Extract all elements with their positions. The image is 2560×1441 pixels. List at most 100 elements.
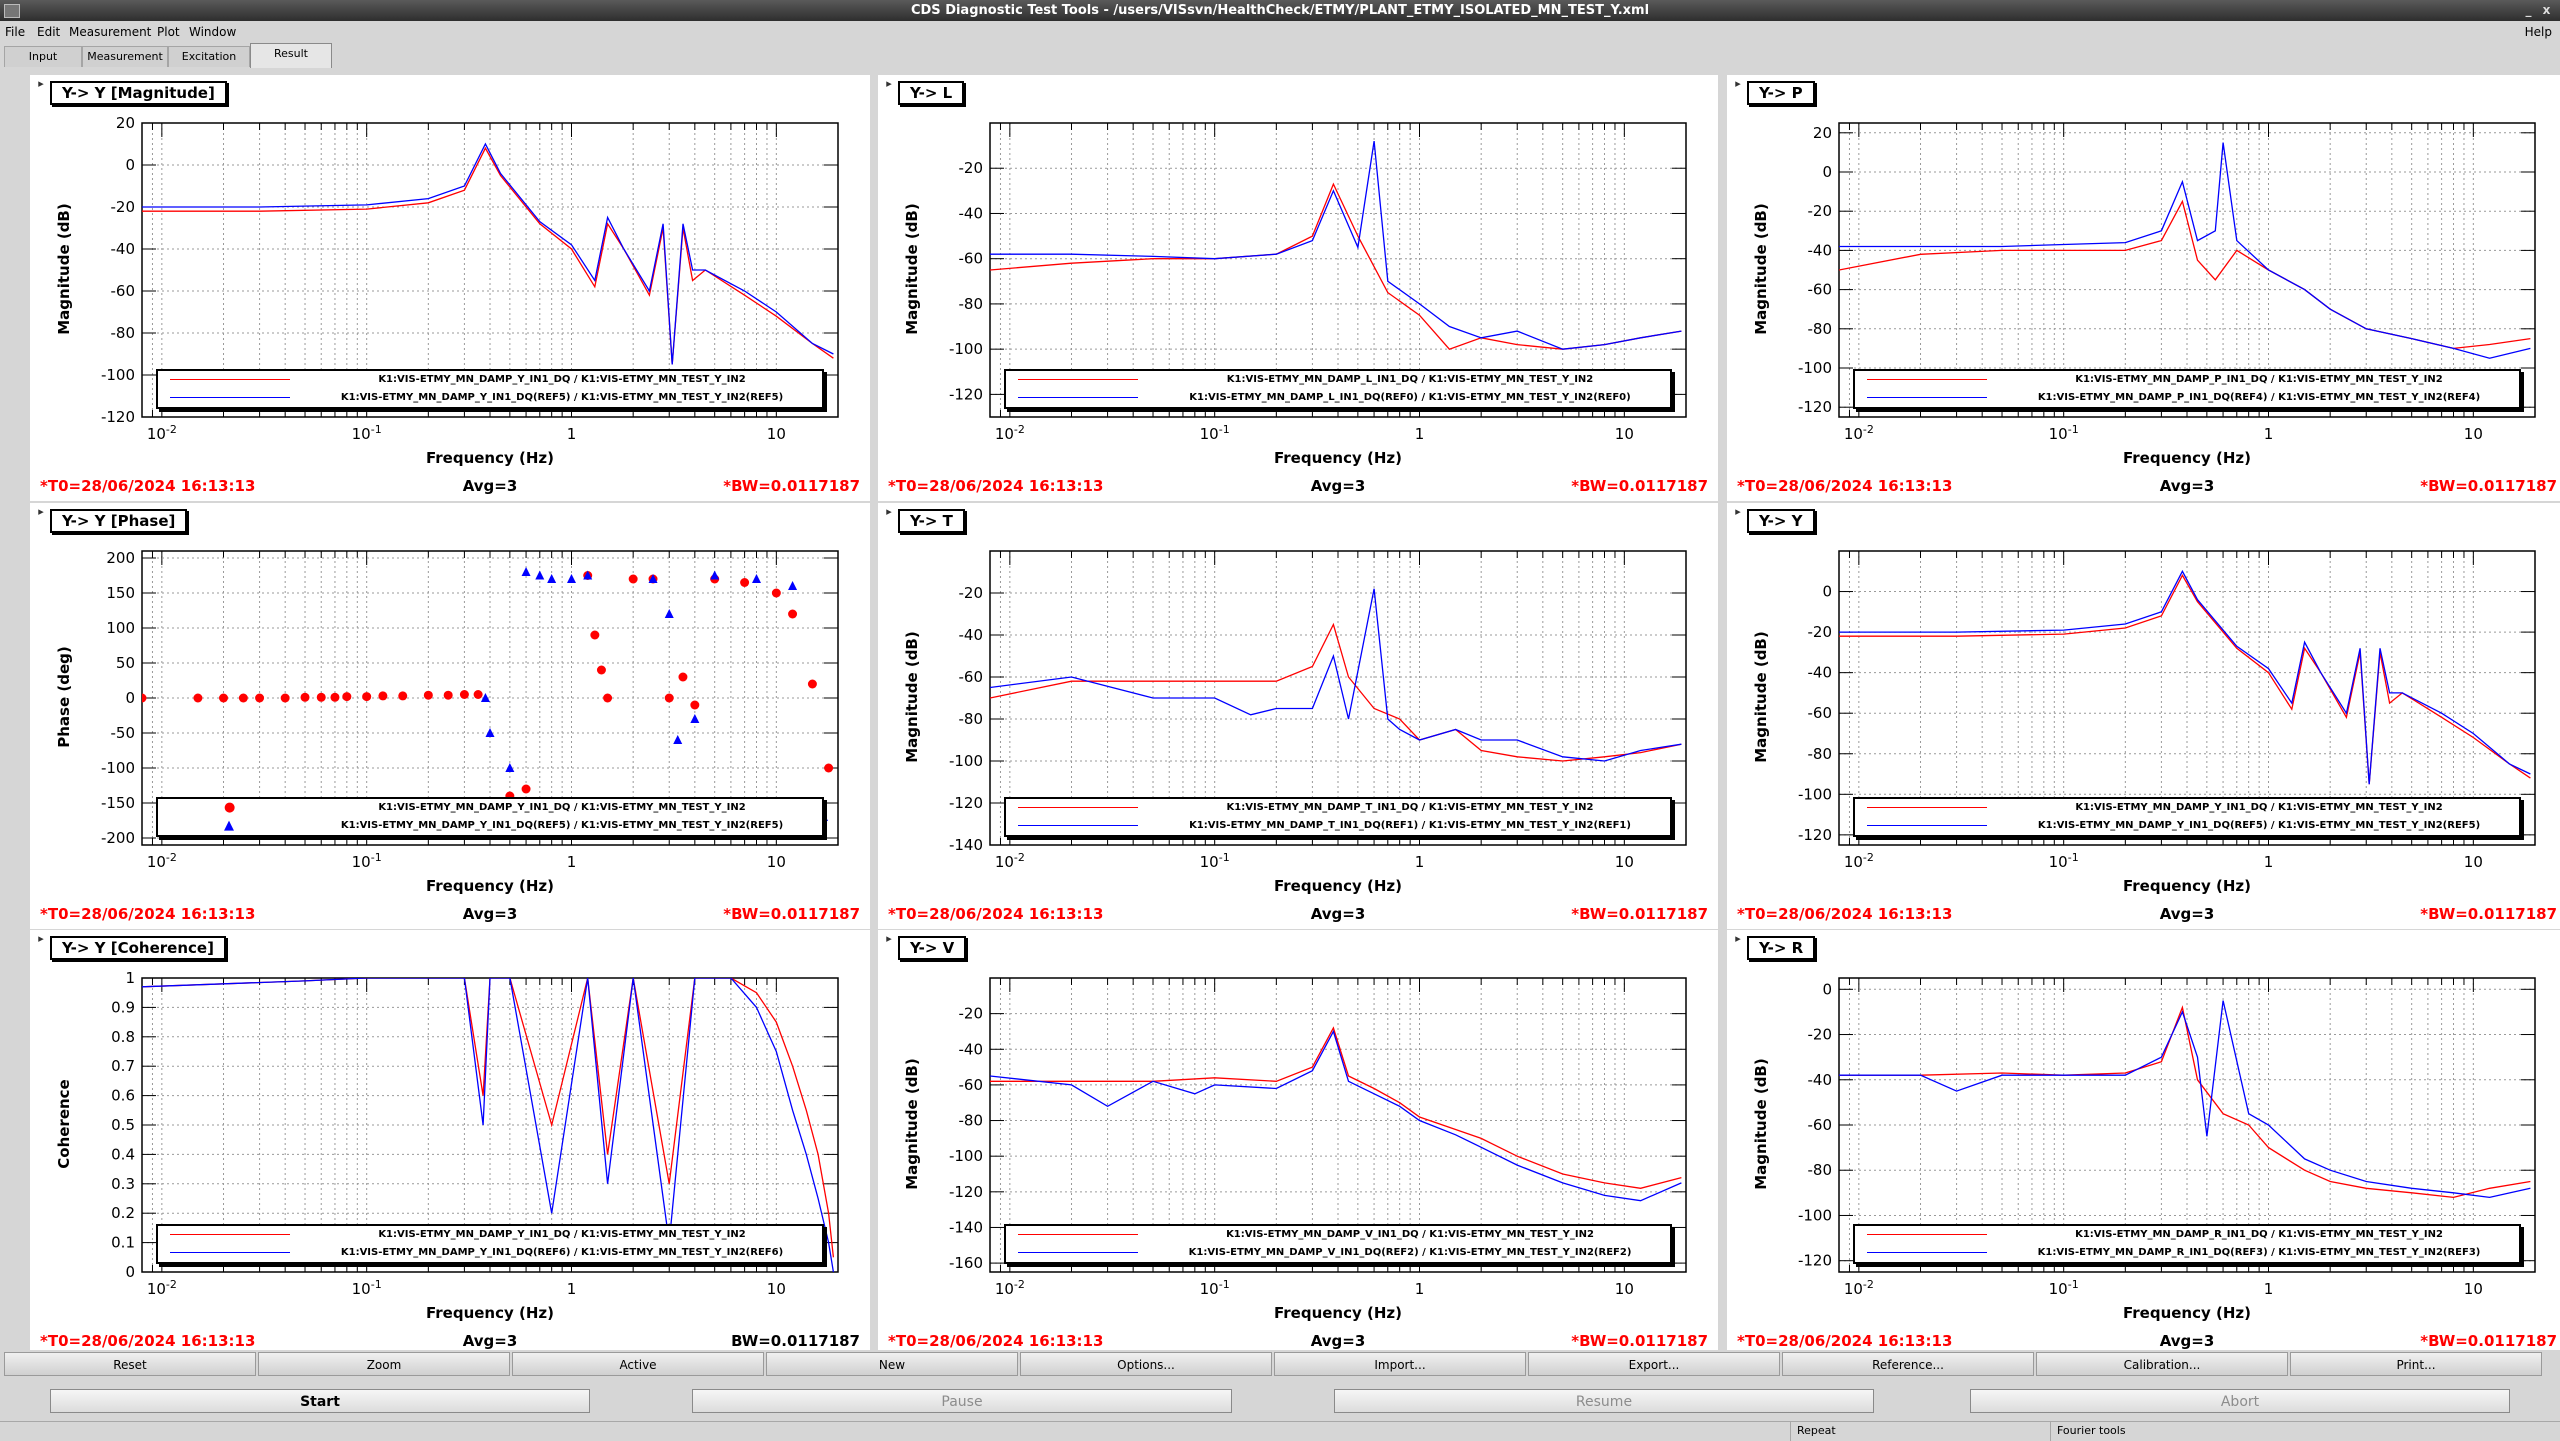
data-point [603, 693, 613, 703]
x-tick-label: 10-1 [2049, 1278, 2079, 1299]
tab-result[interactable]: Result [250, 43, 332, 68]
average-count: Avg=3 [462, 905, 518, 923]
plot-panel-y-y-phase[interactable]: ▸ Y-> Y [Phase] 200 150 100 50 0 -50 -100 -150 -20… [30, 503, 870, 929]
plot-canvas[interactable]: -20 -40 -60 -80 -100 -120 10-2 10-1 1 10 [878, 75, 1718, 501]
plot-title: Y-> R [1747, 936, 1816, 960]
import-button[interactable]: Import... [1274, 1352, 1526, 1376]
plot-panel-y-y-magnitude[interactable]: ▸ Y-> Y [Magnitude] 20 0 -20 -40 -60 -80 -100 -12… [30, 75, 870, 501]
menu-edit[interactable]: Edit [37, 25, 61, 39]
plot-canvas[interactable]: 0 -20 -40 -60 -80 -100 -120 10-2 10-1 1 10 [1727, 503, 2560, 929]
plot-panel-y-r[interactable]: ▸ Y-> R 0 -20 -40 -60 -80 -100 -120 10-2 10-1 1 10 Ma… [1727, 930, 2560, 1356]
y-tick-label: -120 [949, 794, 983, 812]
series-line-2 [990, 141, 1682, 350]
plot-panel-y-v[interactable]: ▸ Y-> V -20 -40 -60 -80 -100 -120 -140 -160 10-2 10… [878, 930, 1718, 1356]
x-tick-label: 1 [2264, 1280, 2274, 1298]
active-button[interactable]: Active [512, 1352, 764, 1376]
plot-canvas[interactable]: 20 0 -20 -40 -60 -80 -100 -120 10-2 10-1 1 10 [30, 75, 870, 501]
export-button[interactable]: Export... [1528, 1352, 1780, 1376]
grid [141, 122, 839, 418]
data-point [535, 570, 545, 580]
abort-button[interactable]: Abort [1970, 1389, 2510, 1413]
data-point [788, 609, 798, 619]
plot-panel-y-t[interactable]: ▸ Y-> T -20 -40 -60 -80 -100 -120 -140 10-2 10-1 1 1… [878, 503, 1718, 929]
plot-canvas[interactable]: -20 -40 -60 -80 -100 -120 -140 -160 10-2 10-1 1 10 [878, 930, 1718, 1356]
resume-button[interactable]: Resume [1334, 1389, 1874, 1413]
reference-button[interactable]: Reference... [1782, 1352, 2034, 1376]
options-button[interactable]: Options... [1020, 1352, 1272, 1376]
panel-options-icon[interactable]: ▸ [1735, 932, 1741, 945]
x-tick-label: 10 [767, 853, 786, 871]
panel-options-icon[interactable]: ▸ [38, 505, 44, 518]
legend-entry: K1:VIS-ETMY_MN_DAMP_L_IN1_DQ(REF0) / K1:… [1006, 389, 1670, 407]
legend-entry: K1:VIS-ETMY_MN_DAMP_V_IN1_DQ / K1:VIS-ET… [1006, 1226, 1670, 1244]
legend-entry: K1:VIS-ETMY_MN_DAMP_Y_IN1_DQ(REF6) / K1:… [158, 1244, 822, 1262]
legend-label: K1:VIS-ETMY_MN_DAMP_L_IN1_DQ(REF0) / K1:… [1189, 392, 1631, 403]
tab-bar: Input Measurement Excitation Result [0, 43, 2560, 69]
plot-panel-y-p[interactable]: ▸ Y-> P 20 0 -20 -40 -60 -80 -100 -120 10-2 10-1 1 10… [1727, 75, 2560, 501]
window-menu-icon[interactable] [4, 4, 20, 18]
x-tick-label: 1 [567, 425, 577, 443]
x-tick-label: 10-2 [147, 423, 177, 444]
series-line-2 [1839, 1000, 2531, 1199]
panel-options-icon[interactable]: ▸ [886, 932, 892, 945]
start-button[interactable]: Start [50, 1389, 590, 1413]
plot-canvas[interactable]: 1 0.9 0.8 0.7 0.6 0.5 0.4 0.3 0.2 0.1 0 10-2 10-1 1 10 [30, 930, 870, 1356]
y-tick-label: -20 [959, 159, 984, 177]
start-time: *T0=28/06/2024 16:13:13 [888, 905, 1104, 923]
close-icon[interactable]: x [2542, 3, 2551, 17]
bandwidth: *BW=0.0117187 [1571, 1332, 1708, 1350]
y-tick-label: -60 [959, 668, 984, 686]
menu-plot[interactable]: Plot [157, 25, 180, 39]
panel-options-icon[interactable]: ▸ [1735, 77, 1741, 90]
calibration-button[interactable]: Calibration... [2036, 1352, 2288, 1376]
x-tick-label: 1 [2264, 425, 2274, 443]
print-button[interactable]: Print... [2290, 1352, 2542, 1376]
menu-measurement[interactable]: Measurement [69, 25, 152, 39]
data-point [398, 691, 408, 701]
plot-panel-y-l[interactable]: ▸ Y-> L -20 -40 -60 -80 -100 -120 10-2 10-1 1 10 Mag… [878, 75, 1718, 501]
new-button[interactable]: New [766, 1352, 1018, 1376]
tab-measurement[interactable]: Measurement [82, 46, 168, 67]
legend: K1:VIS-ETMY_MN_DAMP_Y_IN1_DQ / K1:VIS-ET… [156, 369, 824, 409]
panel-options-icon[interactable]: ▸ [1735, 505, 1741, 518]
y-tick-label: -200 [101, 829, 135, 847]
menu-help[interactable]: Help [2524, 25, 2552, 39]
x-tick-label: 1 [567, 853, 577, 871]
plot-canvas[interactable]: 20 0 -20 -40 -60 -80 -100 -120 10-2 10-1 1 10 [1727, 75, 2560, 501]
x-tick-label: 10-1 [2049, 851, 2079, 872]
average-count: Avg=3 [2159, 905, 2215, 923]
x-tick-label: 10-2 [147, 1278, 177, 1299]
y-axis-label: Magnitude (dB) [55, 203, 73, 335]
plot-canvas[interactable]: 0 -20 -40 -60 -80 -100 -120 10-2 10-1 1 10 [1727, 930, 2560, 1356]
data-point [505, 763, 515, 772]
tab-input[interactable]: Input [4, 46, 82, 67]
y-tick-label: -60 [1808, 281, 1833, 299]
minimize-icon[interactable]: _ [2525, 3, 2532, 17]
plot-panel-y-y-coherence[interactable]: ▸ Y-> Y [Coherence] 1 0.9 0.8 0.7 0.6 0.5 0.4 0.3… [30, 930, 870, 1356]
panel-options-icon[interactable]: ▸ [38, 932, 44, 945]
zoom-button[interactable]: Zoom [258, 1352, 510, 1376]
reset-button[interactable]: Reset [4, 1352, 256, 1376]
y-tick-label: 0.6 [111, 1087, 135, 1105]
plot-title: Y-> Y [Magnitude] [50, 81, 227, 105]
series-line-2 [142, 142, 834, 365]
x-tick-label: 10-1 [352, 423, 382, 444]
y-tick-label: 0 [1822, 163, 1832, 181]
pause-button[interactable]: Pause [692, 1389, 1232, 1413]
plot-canvas[interactable]: -20 -40 -60 -80 -100 -120 -140 10-2 10-1 1 10 [878, 503, 1718, 929]
series-line-1 [1839, 573, 2531, 785]
panel-options-icon[interactable]: ▸ [38, 77, 44, 90]
data-point [628, 574, 638, 584]
plot-panel-y-y[interactable]: ▸ Y-> Y 0 -20 -40 -60 -80 -100 -120 10-2 10-1 1 10 Ma… [1727, 503, 2560, 929]
tab-excitation[interactable]: Excitation [168, 46, 250, 67]
menu-window[interactable]: Window [189, 25, 237, 39]
data-point [690, 700, 700, 710]
panel-options-icon[interactable]: ▸ [886, 77, 892, 90]
data-point [567, 574, 577, 583]
panel-options-icon[interactable]: ▸ [886, 505, 892, 518]
legend-label: K1:VIS-ETMY_MN_DAMP_Y_IN1_DQ(REF5) / K1:… [2037, 820, 2481, 831]
menu-file[interactable]: File [5, 25, 26, 39]
x-axis-label: Frequency (Hz) [1273, 1304, 1402, 1322]
plot-canvas[interactable]: 200 150 100 50 0 -50 -100 -150 -200 10-2 10-1 1 10 [30, 503, 870, 929]
x-tick-label: 10 [767, 425, 786, 443]
